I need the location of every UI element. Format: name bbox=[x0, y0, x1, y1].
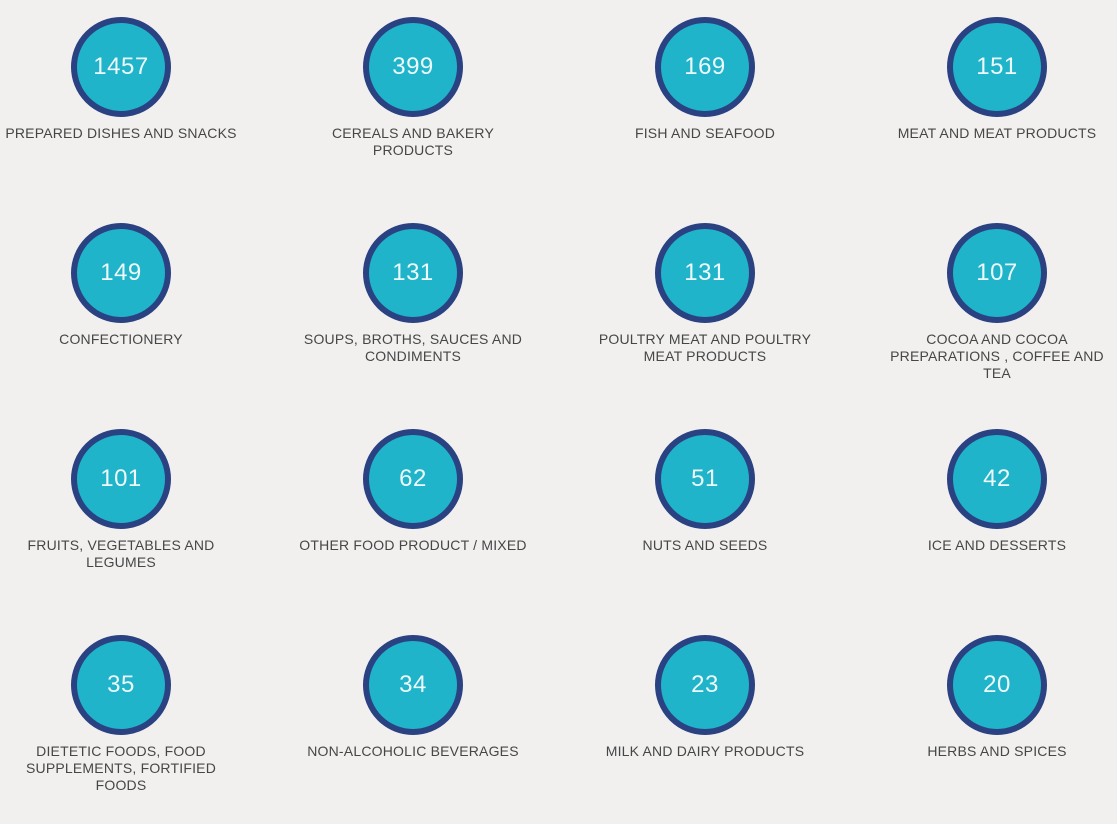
category-label: ICE AND DESSERTS bbox=[927, 537, 1067, 553]
category-bubble[interactable]: 151 bbox=[947, 17, 1047, 117]
category-bubble[interactable]: 35 bbox=[71, 635, 171, 735]
category-bubble[interactable]: 107 bbox=[947, 223, 1047, 323]
category-tile: 35 DIETETIC FOODS, FOOD SUPPLEMENTS, FOR… bbox=[0, 618, 267, 824]
category-bubble[interactable]: 149 bbox=[71, 223, 171, 323]
category-bubble[interactable]: 23 bbox=[655, 635, 755, 735]
category-tile: 151 MEAT AND MEAT PRODUCTS bbox=[851, 0, 1117, 206]
category-label: COCOA AND COCOA PREPARATIONS , COFFEE AN… bbox=[890, 331, 1104, 381]
category-tile: 20 HERBS AND SPICES bbox=[851, 618, 1117, 824]
category-tile: 34 NON-ALCOHOLIC BEVERAGES bbox=[267, 618, 559, 824]
category-bubble[interactable]: 62 bbox=[363, 429, 463, 529]
category-label: POULTRY MEAT AND POULTRY MEAT PRODUCTS bbox=[598, 331, 812, 364]
category-bubble[interactable]: 1457 bbox=[71, 17, 171, 117]
category-label: CEREALS AND BAKERY PRODUCTS bbox=[331, 125, 495, 158]
category-count: 20 bbox=[983, 671, 1011, 698]
category-count: 42 bbox=[983, 465, 1011, 492]
category-count: 131 bbox=[392, 259, 434, 286]
category-bubble[interactable]: 131 bbox=[655, 223, 755, 323]
category-tile: 42 ICE AND DESSERTS bbox=[851, 412, 1117, 618]
category-count: 399 bbox=[392, 53, 434, 80]
category-tile: 131 SOUPS, BROTHS, SAUCES AND CONDIMENTS bbox=[267, 206, 559, 412]
category-label: OTHER FOOD PRODUCT / MIXED bbox=[299, 537, 527, 553]
category-label: MILK AND DAIRY PRODUCTS bbox=[605, 743, 805, 759]
category-tile: 62 OTHER FOOD PRODUCT / MIXED bbox=[267, 412, 559, 618]
category-count: 131 bbox=[684, 259, 726, 286]
category-count: 151 bbox=[976, 53, 1018, 80]
category-tile: 51 NUTS AND SEEDS bbox=[559, 412, 851, 618]
category-bubble[interactable]: 51 bbox=[655, 429, 755, 529]
category-label: SOUPS, BROTHS, SAUCES AND CONDIMENTS bbox=[303, 331, 523, 364]
category-label: NUTS AND SEEDS bbox=[642, 537, 768, 553]
category-count: 23 bbox=[691, 671, 719, 698]
category-tile: 399 CEREALS AND BAKERY PRODUCTS bbox=[267, 0, 559, 206]
category-count: 51 bbox=[691, 465, 719, 492]
category-bubble[interactable]: 34 bbox=[363, 635, 463, 735]
category-tile: 107 COCOA AND COCOA PREPARATIONS , COFFE… bbox=[851, 206, 1117, 412]
category-label: HERBS AND SPICES bbox=[927, 743, 1067, 759]
category-label: CONFECTIONERY bbox=[59, 331, 183, 347]
category-label: NON-ALCOHOLIC BEVERAGES bbox=[307, 743, 519, 759]
category-bubble[interactable]: 101 bbox=[71, 429, 171, 529]
category-count: 169 bbox=[684, 53, 726, 80]
category-label: FISH AND SEAFOOD bbox=[634, 125, 776, 141]
category-tile: 131 POULTRY MEAT AND POULTRY MEAT PRODUC… bbox=[559, 206, 851, 412]
category-count: 1457 bbox=[93, 53, 149, 80]
category-count: 35 bbox=[107, 671, 135, 698]
category-tile: 1457 PREPARED DISHES AND SNACKS bbox=[0, 0, 267, 206]
category-count: 149 bbox=[100, 259, 142, 286]
category-bubble[interactable]: 131 bbox=[363, 223, 463, 323]
category-label: FRUITS, VEGETABLES AND LEGUMES bbox=[27, 537, 215, 570]
category-count: 34 bbox=[399, 671, 427, 698]
category-tile: 101 FRUITS, VEGETABLES AND LEGUMES bbox=[0, 412, 267, 618]
category-label: DIETETIC FOODS, FOOD SUPPLEMENTS, FORTIF… bbox=[25, 743, 217, 793]
category-label: PREPARED DISHES AND SNACKS bbox=[5, 125, 237, 141]
category-count: 101 bbox=[100, 465, 142, 492]
category-count: 107 bbox=[976, 259, 1018, 286]
category-tile: 149 CONFECTIONERY bbox=[0, 206, 267, 412]
category-bubble[interactable]: 399 bbox=[363, 17, 463, 117]
category-bubble[interactable]: 169 bbox=[655, 17, 755, 117]
category-bubble[interactable]: 42 bbox=[947, 429, 1047, 529]
category-tile: 23 MILK AND DAIRY PRODUCTS bbox=[559, 618, 851, 824]
category-count: 62 bbox=[399, 465, 427, 492]
category-label: MEAT AND MEAT PRODUCTS bbox=[897, 125, 1097, 141]
category-tile: 169 FISH AND SEAFOOD bbox=[559, 0, 851, 206]
category-bubble[interactable]: 20 bbox=[947, 635, 1047, 735]
